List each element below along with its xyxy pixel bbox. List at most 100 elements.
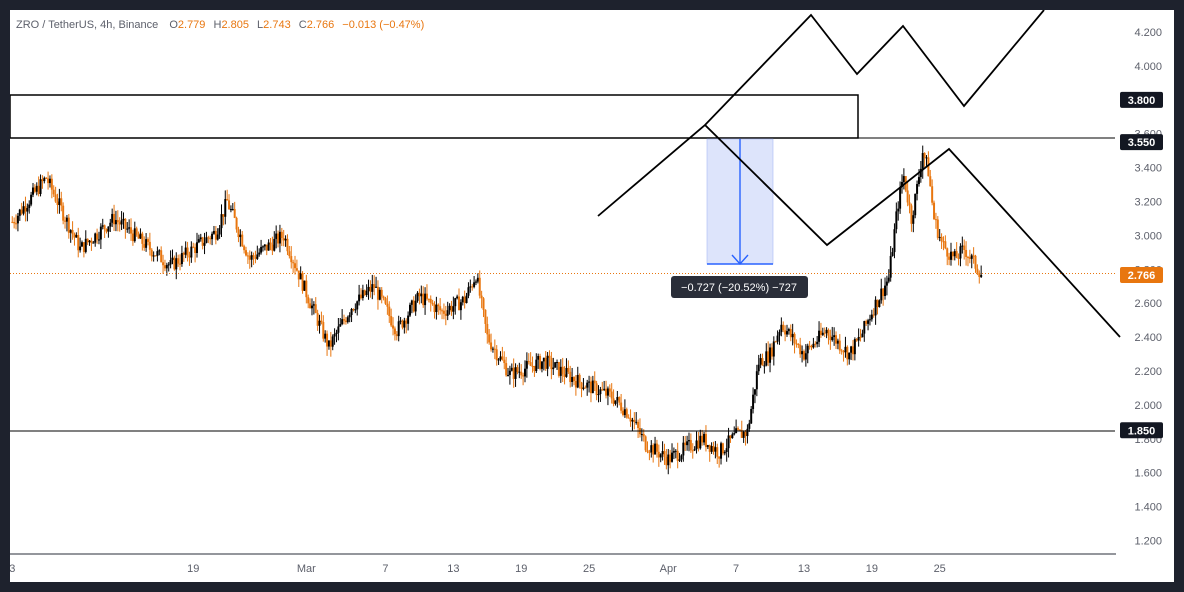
candle xyxy=(808,340,811,350)
candle xyxy=(54,186,57,203)
high-value: 2.805 xyxy=(221,19,249,31)
candle xyxy=(395,331,398,341)
candle xyxy=(48,175,51,188)
candle xyxy=(424,287,427,315)
candle xyxy=(252,252,255,265)
candle xyxy=(120,211,123,231)
candle xyxy=(682,436,685,462)
candle xyxy=(13,217,16,229)
candle xyxy=(882,287,885,306)
candle xyxy=(111,208,114,228)
x-tick-label: 19 xyxy=(187,563,199,575)
change-value: −0.013 (−0.47%) xyxy=(342,19,424,31)
candle xyxy=(50,174,53,199)
candle xyxy=(143,236,146,251)
candle xyxy=(842,350,845,362)
candle xyxy=(156,246,159,262)
candle xyxy=(910,203,913,232)
candle xyxy=(211,231,214,246)
candle xyxy=(710,442,713,454)
candle xyxy=(20,202,23,216)
candle xyxy=(640,428,643,442)
candle xyxy=(465,292,468,304)
candle xyxy=(848,352,851,365)
candle xyxy=(437,303,440,315)
candle xyxy=(865,319,868,326)
candle xyxy=(780,317,783,337)
candle xyxy=(699,429,702,450)
candle xyxy=(265,244,268,256)
candle xyxy=(861,329,864,338)
candle xyxy=(823,327,826,337)
candle xyxy=(337,317,340,341)
y-tick-label: 2.600 xyxy=(1134,298,1162,310)
candle xyxy=(390,308,393,328)
candle xyxy=(84,230,87,254)
candle xyxy=(595,380,598,401)
candle xyxy=(90,237,93,251)
candle xyxy=(633,412,636,430)
candle xyxy=(921,145,924,179)
candle xyxy=(591,375,594,394)
candle xyxy=(925,155,928,166)
candle xyxy=(752,387,755,414)
candle xyxy=(793,332,796,354)
candle xyxy=(753,389,756,404)
candle xyxy=(271,236,274,256)
candles-layer xyxy=(11,145,983,475)
candle xyxy=(684,436,687,451)
price-label-text: 2.766 xyxy=(1128,270,1156,282)
candle xyxy=(235,216,238,233)
candle xyxy=(126,222,129,233)
candle xyxy=(821,327,824,337)
candle xyxy=(816,336,819,348)
candle xyxy=(35,182,38,196)
candle xyxy=(190,241,193,263)
candle xyxy=(693,446,696,452)
candle xyxy=(874,296,877,325)
candle xyxy=(572,376,575,386)
y-tick-label: 1.400 xyxy=(1134,502,1162,514)
candle xyxy=(650,440,653,458)
candle xyxy=(47,171,50,190)
candle xyxy=(900,174,903,194)
candle xyxy=(510,363,513,372)
candle xyxy=(454,297,457,315)
candle xyxy=(833,327,836,346)
candle xyxy=(162,254,165,274)
candle xyxy=(661,441,664,461)
candle xyxy=(689,433,692,453)
candle xyxy=(744,429,747,446)
candle xyxy=(680,454,683,463)
candle xyxy=(950,242,953,266)
candle xyxy=(667,448,670,475)
x-tick-label: 13 xyxy=(447,563,459,575)
candle xyxy=(906,181,909,207)
candle xyxy=(731,432,734,439)
candle xyxy=(450,300,453,316)
candle xyxy=(237,226,240,243)
candle xyxy=(416,291,419,303)
candle xyxy=(946,247,949,266)
candle xyxy=(354,303,357,314)
candle xyxy=(774,340,777,343)
candle xyxy=(484,309,487,333)
candle xyxy=(197,234,200,244)
candle xyxy=(616,390,619,408)
candle xyxy=(584,385,587,389)
candle xyxy=(169,250,172,269)
candle xyxy=(418,288,421,305)
price-label-level-last: 2.766 xyxy=(1120,267,1163,284)
y-tick-label: 3.200 xyxy=(1134,197,1162,209)
candle xyxy=(618,396,621,406)
candle xyxy=(177,254,180,267)
candle xyxy=(944,235,947,250)
candle xyxy=(79,237,82,253)
candle xyxy=(797,343,800,349)
candle xyxy=(755,364,758,397)
candle xyxy=(67,213,70,239)
candle xyxy=(118,217,121,232)
candle xyxy=(316,309,319,331)
candle xyxy=(64,216,67,229)
chart-canvas[interactable]: −0.727 (−20.52%) −727 4.2004.0003.8003.6… xyxy=(10,10,1174,582)
